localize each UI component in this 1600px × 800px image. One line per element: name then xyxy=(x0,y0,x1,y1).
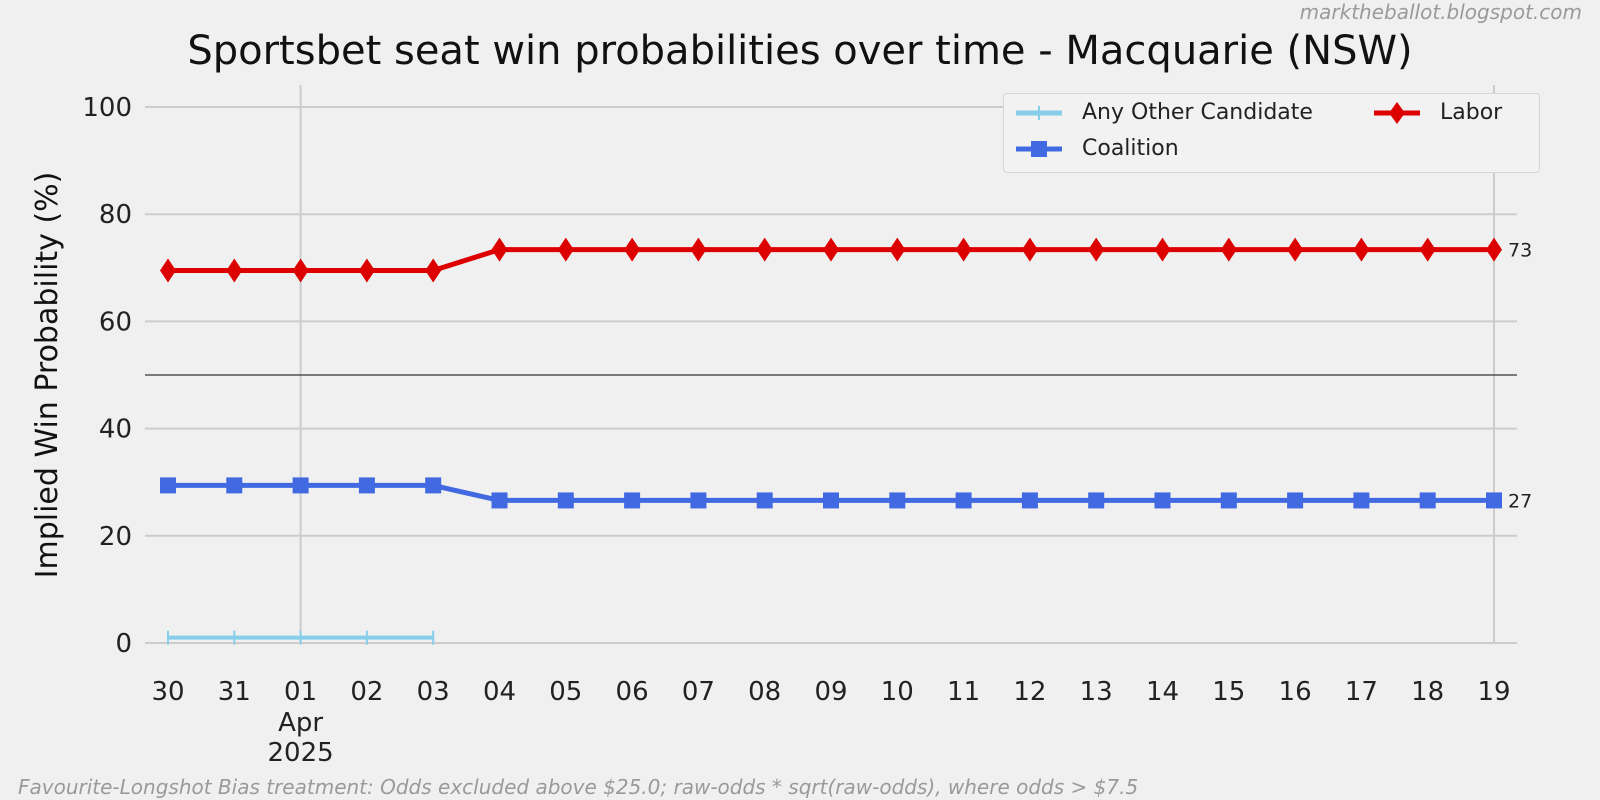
legend-item-any-other: Any Other Candidate xyxy=(1014,100,1313,125)
data-point xyxy=(425,258,442,283)
legend-swatch-any-other xyxy=(1016,105,1062,120)
data-point xyxy=(1220,492,1237,509)
data-point xyxy=(624,492,641,509)
footnote: Favourite-Longshot Bias treatment: Odds … xyxy=(18,775,1139,799)
x-tick-label: 09 xyxy=(814,677,847,707)
data-point xyxy=(1419,492,1436,509)
data-point xyxy=(1287,492,1304,509)
x-tick-label: 10 xyxy=(881,677,914,707)
y-tick-label: 80 xyxy=(99,200,132,230)
data-point xyxy=(292,477,309,494)
data-point xyxy=(690,492,707,509)
legend-label-coalition: Coalition xyxy=(1082,136,1179,161)
data-point xyxy=(1021,237,1038,262)
data-point xyxy=(1088,237,1105,262)
data-point xyxy=(624,237,641,262)
y-tick-label: 60 xyxy=(99,307,132,337)
watermark: marktheballot.blogspot.com xyxy=(1299,0,1582,24)
data-point xyxy=(160,258,176,283)
chart-legend: Any Other Candidate Coalition Labor xyxy=(1003,93,1540,173)
x-tick-label: 18 xyxy=(1411,677,1444,707)
data-point xyxy=(160,477,176,494)
data-point xyxy=(1287,237,1304,262)
x-tick-label: 19 xyxy=(1477,677,1510,707)
x-tick-label: 14 xyxy=(1146,677,1179,707)
x-tick-label: 07 xyxy=(682,677,715,707)
data-point xyxy=(491,237,508,262)
data-point xyxy=(955,492,972,509)
x-tick-label: 13 xyxy=(1080,677,1113,707)
y-tick-label: 0 xyxy=(115,629,132,659)
data-point xyxy=(756,492,773,509)
y-axis-label: Implied Win Probability (%) xyxy=(30,172,65,579)
x-tick-label: 12 xyxy=(1013,677,1046,707)
x-tick-label: 16 xyxy=(1279,677,1312,707)
x-tick-label: 17 xyxy=(1345,677,1378,707)
data-point xyxy=(292,258,309,283)
x-tick-label: 11 xyxy=(947,677,980,707)
y-tick-label: 100 xyxy=(82,93,132,123)
legend-swatch-labor xyxy=(1374,101,1420,124)
data-point xyxy=(690,237,707,262)
x-tick-label: 03 xyxy=(417,677,450,707)
data-point xyxy=(1220,237,1237,262)
y-tick-label: 40 xyxy=(99,415,132,445)
chart-title: Sportsbet seat win probabilities over ti… xyxy=(187,28,1413,74)
data-point xyxy=(226,258,243,283)
x-tick-label: 31 xyxy=(218,677,251,707)
x-tick-label: 06 xyxy=(616,677,649,707)
data-point xyxy=(1021,492,1038,509)
legend-item-labor: Labor xyxy=(1372,100,1502,125)
data-point xyxy=(358,477,375,494)
data-point xyxy=(358,258,375,283)
x-tick-label: 08 xyxy=(748,677,781,707)
data-point xyxy=(756,237,773,262)
x-tick-label: 15 xyxy=(1212,677,1245,707)
data-point xyxy=(557,237,574,262)
data-point xyxy=(1154,492,1171,509)
legend-item-coalition: Coalition xyxy=(1014,136,1179,161)
data-point xyxy=(1353,237,1370,262)
legend-label-any-other: Any Other Candidate xyxy=(1082,100,1313,125)
data-point xyxy=(823,492,839,509)
series-end-label: 73 xyxy=(1508,240,1532,262)
data-point xyxy=(425,477,442,494)
x-tick-label: 01 xyxy=(284,677,317,707)
x-tick-label: 05 xyxy=(549,677,582,707)
x-tick-label: 30 xyxy=(151,677,184,707)
y-tick-label: 20 xyxy=(99,522,132,552)
data-point xyxy=(1486,237,1502,262)
data-point xyxy=(1419,237,1436,262)
series-end-label: 27 xyxy=(1508,490,1532,512)
x-tick-sublabel: 2025 xyxy=(268,738,334,768)
data-point xyxy=(823,237,839,262)
data-point xyxy=(1088,492,1105,509)
x-tick-label: 02 xyxy=(350,677,383,707)
data-point xyxy=(1486,492,1502,509)
legend-swatch-coalition xyxy=(1016,140,1062,157)
data-point xyxy=(889,237,906,262)
legend-label-labor: Labor xyxy=(1440,100,1503,125)
data-point xyxy=(557,492,574,509)
data-point xyxy=(491,492,508,509)
data-point xyxy=(889,492,906,509)
data-point xyxy=(955,237,972,262)
x-tick-sublabel: Apr xyxy=(278,708,323,738)
data-point xyxy=(226,477,243,494)
x-tick-label: 04 xyxy=(483,677,516,707)
data-point xyxy=(1154,237,1171,262)
data-point xyxy=(1353,492,1370,509)
